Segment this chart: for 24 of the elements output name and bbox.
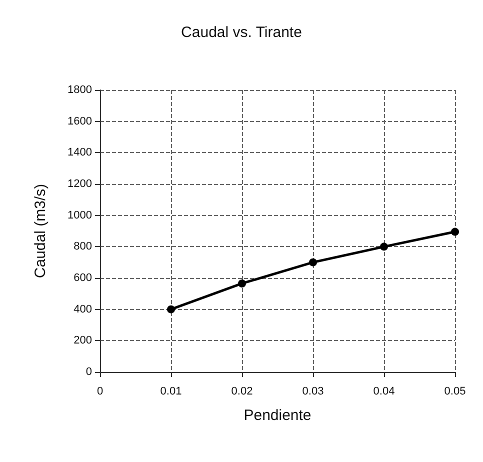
y-tick-label: 600 [74,272,92,284]
y-tick-label: 400 [74,303,92,316]
x-tick-label: 0.03 [302,386,324,398]
point [238,279,246,288]
point [167,305,175,314]
y-tick-label: 1400 [68,146,92,159]
point [380,242,388,251]
point [451,228,459,236]
x-tick-label: 0.01 [160,386,182,398]
y-axis-title: Caudal (m3/s) [32,184,49,278]
x-tick-label: 0.04 [373,386,395,398]
y-tick-label: 1800 [68,84,92,96]
y-tick-label: 1600 [68,115,92,128]
y-tick-label: 200 [74,334,92,347]
y-tick-label: 0 [86,366,92,378]
y-tick-label: 800 [74,240,92,253]
x-axis-title: Pendiente [244,407,312,424]
x-tick-label: 0.02 [231,386,253,398]
y-tick-label: 1000 [68,209,92,222]
y-tick-label: 1200 [68,178,92,190]
chart-title: Caudal vs. Tirante [181,24,302,41]
point [309,258,317,266]
x-tick-label: 0 [96,386,104,398]
x-tick-label: 0.05 [444,386,466,398]
